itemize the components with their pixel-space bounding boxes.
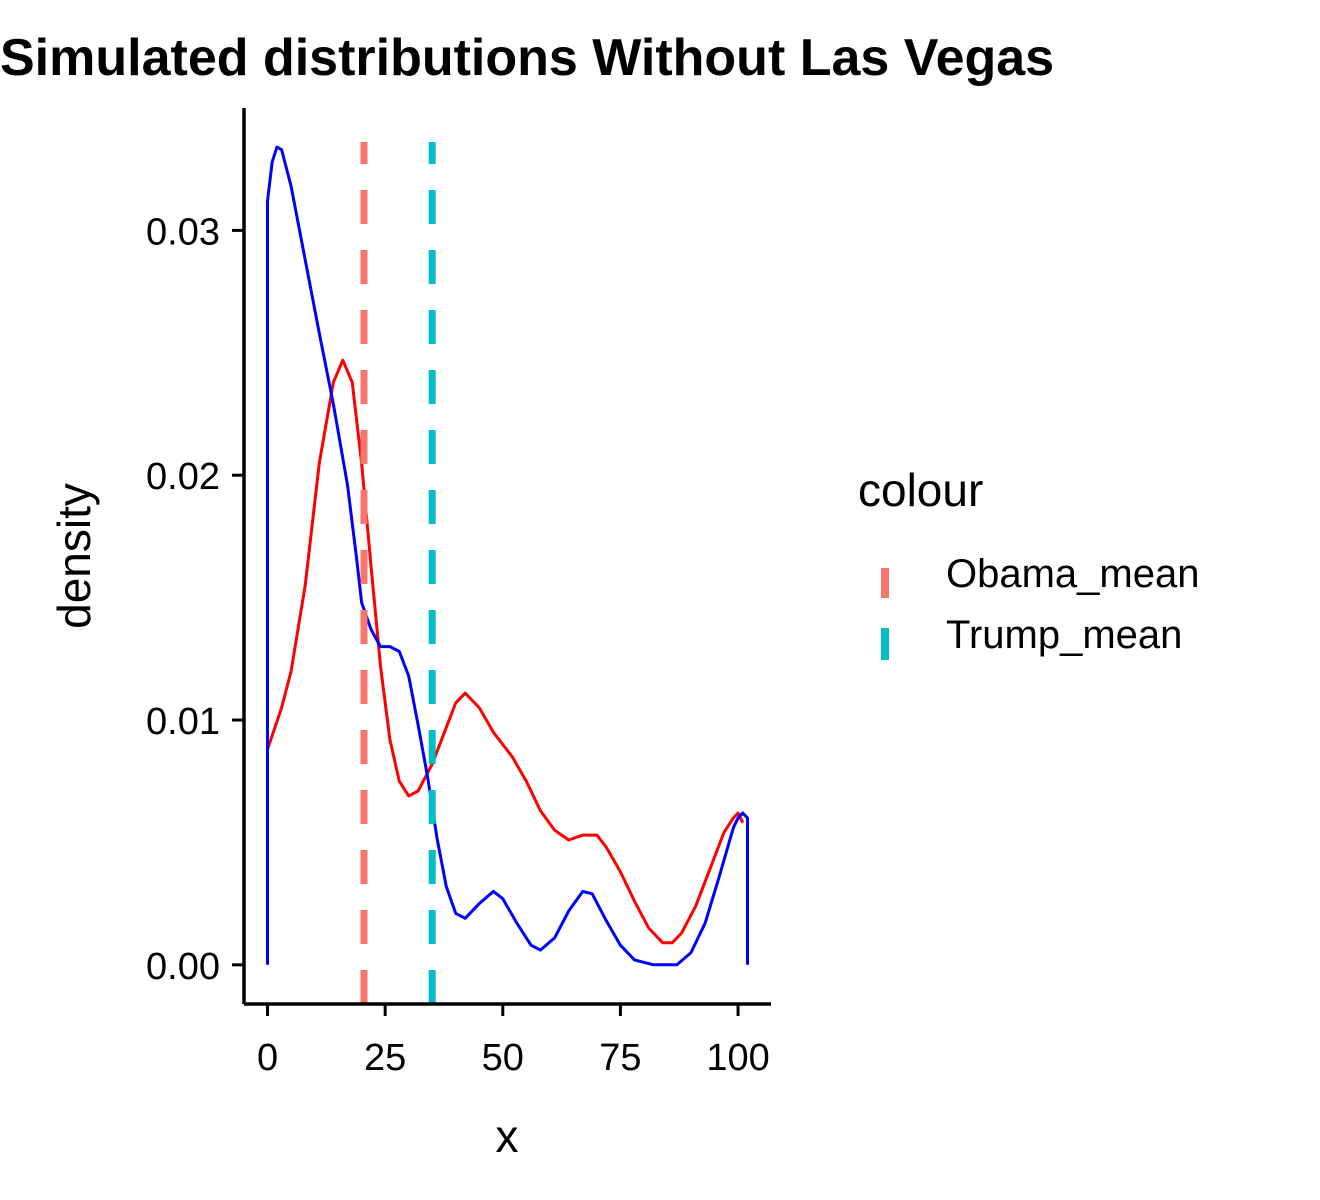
- legend-label-obama: Obama_mean: [946, 552, 1199, 596]
- y-axis-title: density: [48, 483, 100, 629]
- y-tick-label: 0.02: [146, 456, 220, 498]
- mean-lines: [360, 142, 436, 1004]
- density-curve-2: [266, 145, 749, 967]
- x-tick-label: 100: [706, 1037, 769, 1079]
- legend-title: colour: [858, 464, 983, 516]
- y-tick-label: 0.01: [146, 701, 220, 743]
- x-tick-label: 75: [599, 1037, 641, 1079]
- x-axis-title: x: [496, 1110, 519, 1162]
- legend-label-trump: Trump_mean: [946, 613, 1182, 657]
- chart-title: Simulated distributions Without Las Vega…: [0, 29, 1055, 87]
- axes: 0 25 50 75 100 0.00 0.01 0.02 0.03: [146, 108, 771, 1079]
- legend-key-obama: [881, 568, 889, 598]
- legend: colour Obama_mean Trump_mean: [858, 464, 1199, 660]
- y-tick-label: 0.03: [146, 211, 220, 253]
- x-tick-label: 25: [364, 1037, 406, 1079]
- legend-key-trump: [881, 628, 889, 660]
- y-tick-label: 0.00: [146, 946, 220, 988]
- plot-area: [266, 145, 749, 967]
- density-curve-1: [266, 358, 745, 945]
- x-tick-label: 50: [482, 1037, 524, 1079]
- x-tick-label: 0: [257, 1037, 278, 1079]
